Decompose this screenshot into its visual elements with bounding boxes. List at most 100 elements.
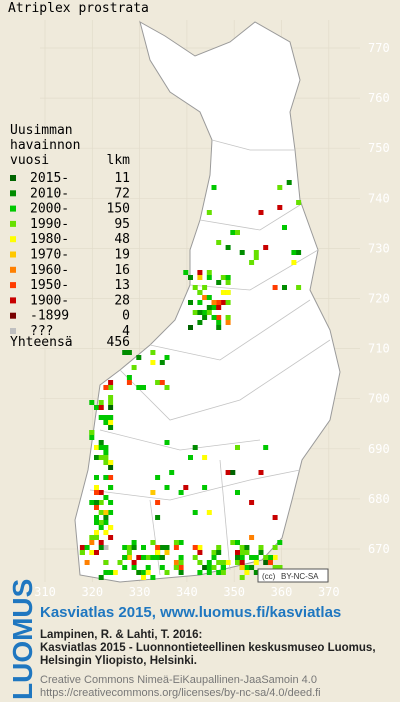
observation-square [263, 445, 269, 450]
observation-square [206, 275, 212, 280]
observation-square [141, 570, 146, 575]
observation-square [277, 205, 283, 210]
badge-text: BY-NC-SA [281, 572, 319, 581]
observation-square [178, 555, 184, 560]
observation-square [178, 565, 184, 570]
observation-square [98, 440, 104, 445]
legend-col: lkm [107, 153, 131, 168]
observation-square [94, 490, 99, 495]
observation-square [126, 350, 132, 355]
legend-label: ??? [30, 324, 53, 339]
finland-outline [74, 20, 341, 583]
x-label: 370 [318, 585, 340, 599]
legend-count: 72 [114, 186, 130, 201]
legend-swatch [10, 175, 16, 181]
observation-square [108, 395, 114, 400]
observation-square [126, 545, 132, 550]
observation-square [98, 405, 104, 410]
observation-square [249, 555, 255, 560]
observation-square [103, 385, 109, 390]
legend-count: 28 [114, 293, 130, 308]
observation-square [183, 270, 189, 275]
observation-square [216, 550, 222, 555]
observation-square [103, 560, 109, 565]
legend-count: 0 [122, 309, 130, 324]
observation-square [211, 555, 217, 560]
observation-square [216, 570, 222, 575]
observation-square [253, 255, 259, 260]
observation-square [79, 545, 85, 550]
title: Atriplex prostrata [8, 1, 149, 16]
observation-square [296, 285, 302, 290]
legend-count: 13 [114, 278, 130, 293]
observation-square [89, 535, 95, 540]
observation-square [202, 455, 208, 460]
observation-square [197, 550, 203, 555]
observation-square [211, 565, 217, 570]
observation-square [192, 310, 198, 315]
observation-square [94, 485, 99, 490]
y-label: 710 [368, 342, 390, 356]
legend-label: 2015- [30, 171, 69, 186]
observation-square [155, 550, 161, 555]
x-label: 360 [271, 585, 293, 599]
observation-square [98, 545, 104, 550]
observation-square [202, 285, 208, 290]
y-label: 770 [368, 41, 390, 55]
observation-square [225, 275, 231, 280]
observation-square [267, 560, 273, 565]
observation-square [79, 550, 85, 555]
observation-square [155, 545, 161, 550]
observation-square [235, 445, 240, 450]
observation-square [150, 360, 156, 365]
observation-square [136, 555, 142, 560]
legend-total-label: Yhteensä [10, 335, 73, 350]
observation-square [272, 515, 278, 520]
x-label: 340 [176, 585, 198, 599]
legend-label: 2000- [30, 202, 69, 217]
observation-square [216, 305, 222, 310]
observation-square [277, 540, 283, 545]
observation-square [94, 445, 99, 450]
observation-square [122, 565, 128, 570]
observation-square [267, 555, 273, 560]
observation-square [164, 440, 170, 445]
observation-square [150, 575, 156, 580]
observation-square [216, 300, 222, 305]
legend-label: 2010- [30, 186, 69, 201]
observation-square [122, 555, 128, 560]
observation-square [225, 280, 231, 285]
observation-square [98, 525, 104, 530]
observation-square [169, 470, 175, 475]
observation-square [89, 550, 95, 555]
legend-label: 1900- [30, 293, 69, 308]
legend-col: vuosi [10, 153, 49, 168]
observation-square [89, 430, 95, 435]
observation-square [249, 500, 255, 505]
observation-square [141, 385, 146, 390]
y-label: 760 [368, 91, 390, 105]
y-label: 740 [368, 191, 390, 205]
observation-square [173, 545, 179, 550]
observation-square [258, 470, 264, 475]
observation-square [188, 300, 193, 305]
observation-square [225, 560, 231, 565]
legend-label: 1950- [30, 278, 69, 293]
legend-swatch [10, 251, 16, 258]
y-label: 720 [368, 292, 390, 306]
observation-square [272, 565, 278, 570]
observation-square [211, 185, 217, 190]
legend-label: 1960- [30, 263, 69, 278]
observation-square [98, 455, 104, 460]
observation-square [178, 490, 184, 495]
observation-square [239, 550, 245, 555]
legend-heading: havainnon [10, 138, 80, 153]
observation-square [145, 570, 151, 575]
legend-swatch [10, 312, 16, 319]
observation-square [173, 540, 179, 545]
legend-heading: Uusimman [10, 123, 73, 138]
observation-square [192, 555, 198, 560]
observation-square [263, 555, 269, 560]
observation-square [192, 285, 198, 290]
observation-square [103, 415, 109, 420]
